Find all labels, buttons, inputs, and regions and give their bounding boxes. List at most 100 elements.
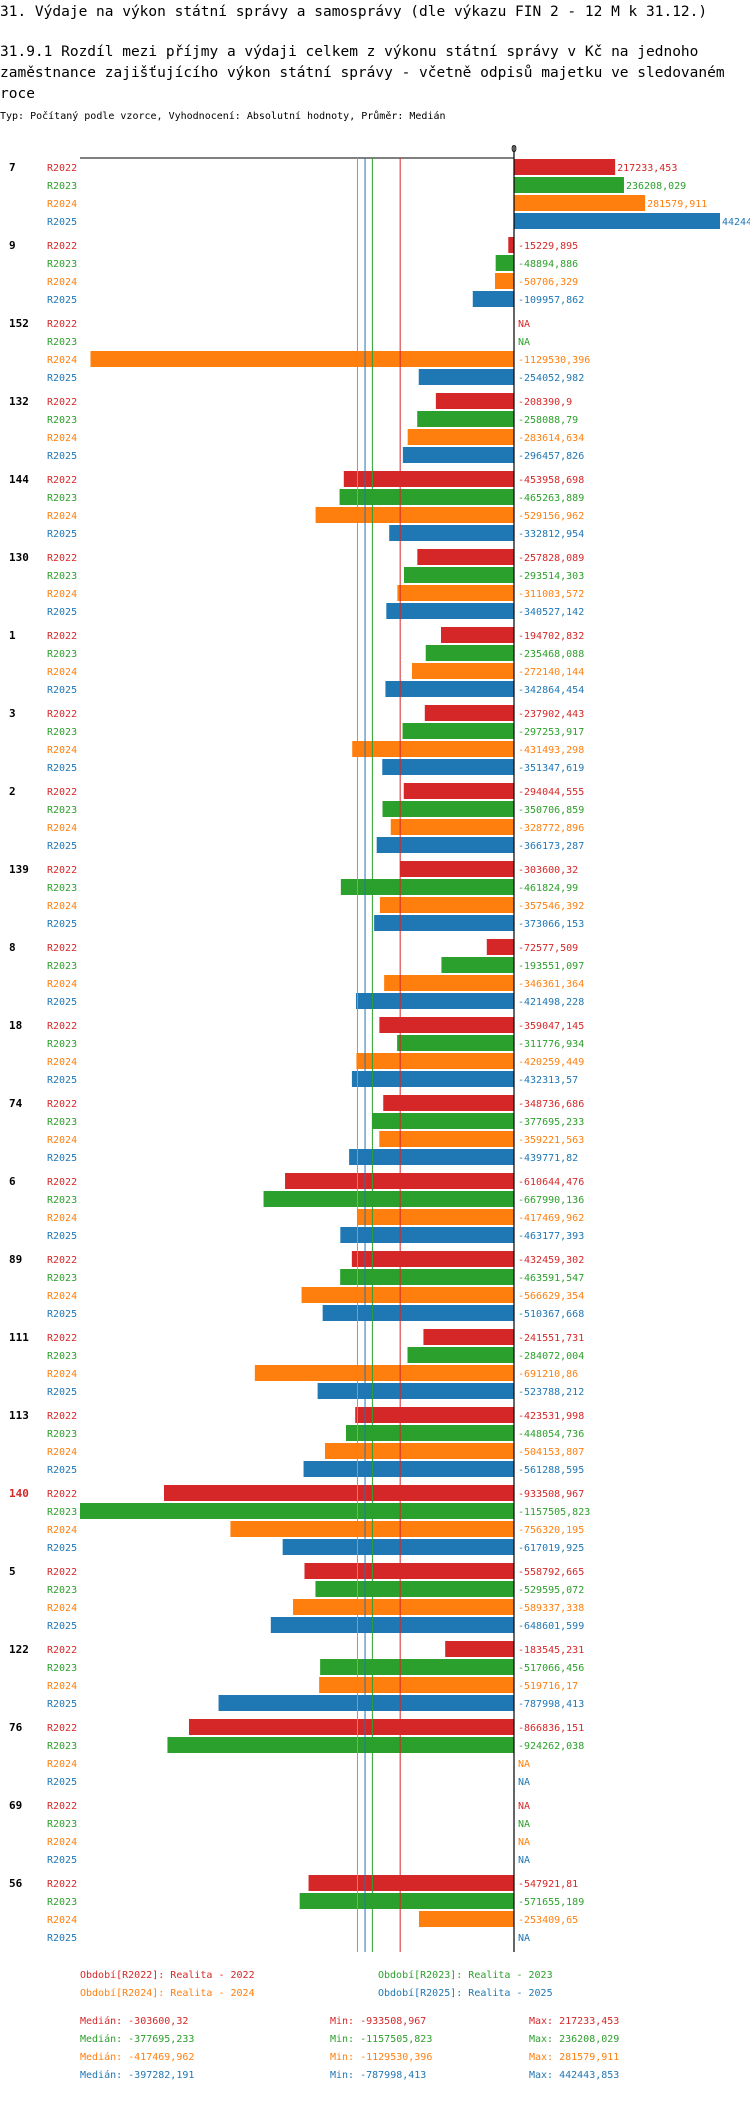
value-label: -510367,668	[518, 1309, 584, 1320]
value-label: -183545,231	[518, 1645, 584, 1656]
value-label: 281579,911	[647, 199, 707, 210]
group-label: 139	[9, 863, 29, 876]
series-label: R2022	[47, 787, 77, 798]
legend-median-r2022: Medián: -303600,32	[80, 2016, 189, 2027]
bar	[254, 1365, 515, 1381]
value-label: NA	[518, 1933, 530, 1944]
value-label: -293514,303	[518, 571, 584, 582]
series-label: R2022	[47, 397, 77, 408]
series-label: R2024	[47, 1369, 77, 1380]
series-label: R2022	[47, 475, 77, 486]
bar	[299, 1893, 514, 1909]
value-label: -571655,189	[518, 1897, 584, 1908]
value-label: -283614,634	[518, 433, 584, 444]
bar	[403, 783, 514, 799]
value-label: NA	[518, 337, 530, 348]
series-label: R2022	[47, 1879, 77, 1890]
value-label: -432459,302	[518, 1255, 584, 1266]
legend-median-r2023: Medián: -377695,233	[80, 2034, 195, 2045]
value-label: -296457,826	[518, 451, 584, 462]
bar	[356, 1053, 514, 1069]
series-label: R2022	[47, 1801, 77, 1812]
value-label: -284072,004	[518, 1351, 584, 1362]
series-label: R2024	[47, 1447, 77, 1458]
bar	[351, 1071, 514, 1087]
bar	[270, 1617, 514, 1633]
series-label: R2022	[47, 553, 77, 564]
value-label: -109957,862	[518, 295, 584, 306]
series-label: R2023	[47, 805, 77, 816]
value-label: -311003,572	[518, 589, 584, 600]
series-label: R2022	[47, 709, 77, 720]
value-label: -648601,599	[518, 1621, 584, 1632]
value-label: -342864,454	[518, 685, 584, 696]
bar	[417, 411, 514, 427]
value-label: -72577,509	[518, 943, 578, 954]
series-label: R2024	[47, 1837, 77, 1848]
group-label: 6	[9, 1175, 16, 1188]
series-label: R2025	[47, 1933, 77, 1944]
series-label: R2025	[47, 1231, 77, 1242]
group-label: 130	[9, 551, 29, 564]
bar	[385, 681, 514, 697]
value-label: -561288,595	[518, 1465, 584, 1476]
value-label: -208390,9	[518, 397, 572, 408]
value-label: -257828,089	[518, 553, 584, 564]
bar	[263, 1191, 514, 1207]
value-label: -453958,698	[518, 475, 584, 486]
page-title: 31. Výdaje na výkon státní správy a samo…	[0, 4, 708, 20]
bar	[188, 1719, 515, 1735]
bar	[343, 471, 514, 487]
value-label: -423531,998	[518, 1411, 584, 1422]
group-label: 1	[9, 629, 16, 642]
series-label: R2022	[47, 319, 77, 330]
bar	[218, 1695, 515, 1711]
group-label: 5	[9, 1565, 16, 1578]
chart-meta: Typ: Počítaný podle vzorce, Vyhodnocení:…	[0, 111, 446, 122]
series-label: R2022	[47, 865, 77, 876]
series-label: R2022	[47, 1489, 77, 1500]
bar	[472, 291, 514, 307]
bar	[315, 1581, 514, 1597]
group-label: 89	[9, 1253, 22, 1266]
bar	[346, 1425, 514, 1441]
group-label: 113	[9, 1409, 29, 1422]
bar	[320, 1659, 514, 1675]
legend-max-r2025: Max: 442443,853	[529, 2070, 620, 2081]
bar	[163, 1485, 514, 1501]
series-label: R2024	[47, 433, 77, 444]
legend-max-r2022: Max: 217233,453	[529, 2016, 620, 2027]
value-label: NA	[518, 1777, 530, 1788]
legend-min-r2025: Min: -787998,413	[330, 2070, 427, 2081]
bar	[514, 195, 646, 211]
legend-period-r2023: Období[R2023]: Realita - 2023	[378, 1970, 553, 1981]
group-label: 122	[9, 1643, 29, 1656]
bar	[379, 1017, 514, 1033]
bar	[486, 939, 514, 955]
value-label: -377695,233	[518, 1117, 584, 1128]
value-label: -463591,547	[518, 1273, 584, 1284]
value-label: -328772,896	[518, 823, 584, 834]
value-label: -253409,65	[518, 1915, 578, 1926]
series-label: R2023	[47, 1585, 77, 1596]
series-label: R2023	[47, 649, 77, 660]
series-label: R2025	[47, 1543, 77, 1554]
value-label: -359047,145	[518, 1021, 584, 1032]
series-label: R2023	[47, 883, 77, 894]
bar	[340, 1269, 514, 1285]
series-label: R2023	[47, 1273, 77, 1284]
bar	[285, 1173, 514, 1189]
value-label: -303600,32	[518, 865, 578, 876]
bar	[445, 1641, 514, 1657]
bar	[324, 1443, 514, 1459]
series-label: R2024	[47, 199, 77, 210]
bar	[514, 213, 720, 229]
value-label: 442443,853	[722, 217, 750, 228]
value-label: -463177,393	[518, 1231, 584, 1242]
group-label: 152	[9, 317, 29, 330]
group-label: 3	[9, 707, 16, 720]
bar	[322, 1305, 514, 1321]
series-label: R2023	[47, 1429, 77, 1440]
bar	[167, 1737, 515, 1753]
value-label: NA	[518, 1837, 530, 1848]
